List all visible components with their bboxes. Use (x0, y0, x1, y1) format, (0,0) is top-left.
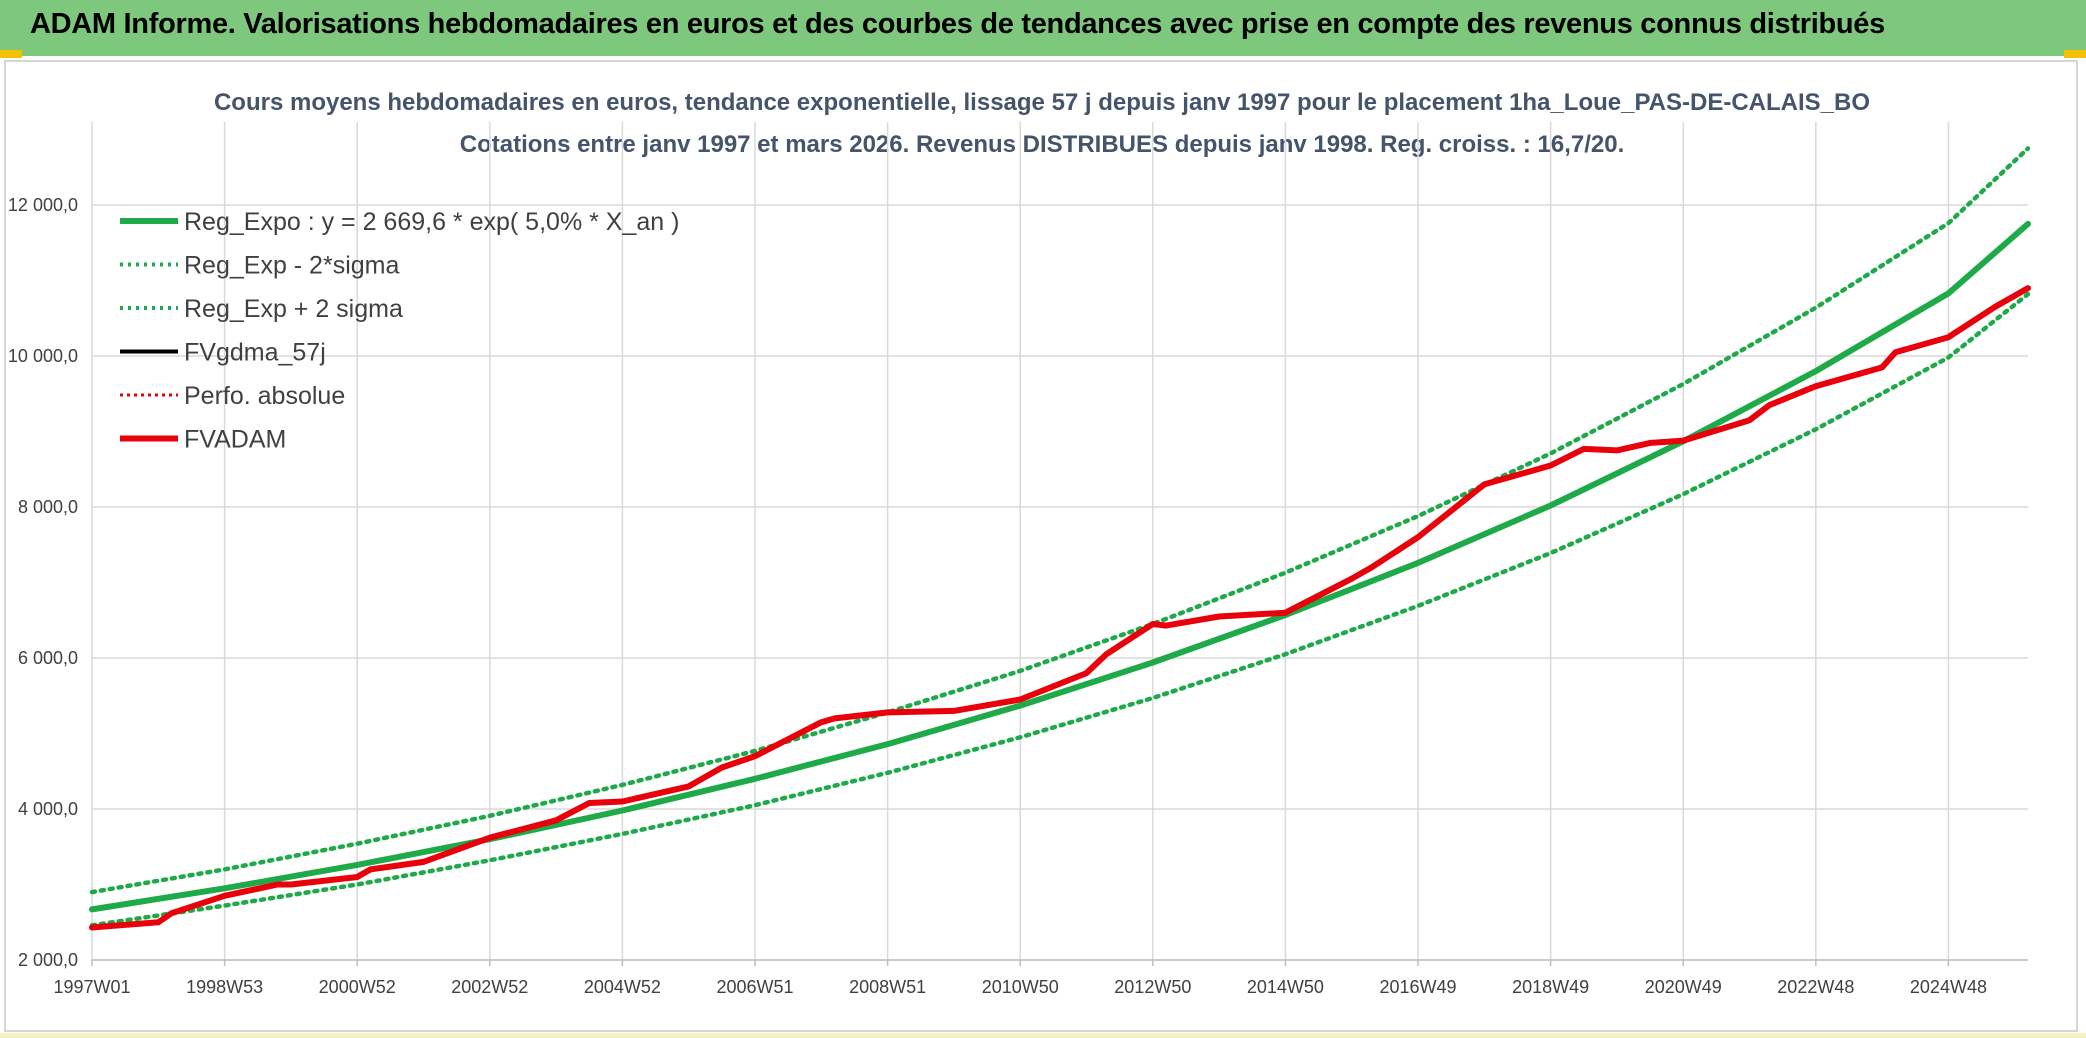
y-tick-label: 4 000,0 (18, 799, 78, 819)
y-tick-label: 6 000,0 (18, 648, 78, 668)
legend-label: Reg_Expo : y = 2 669,6 * exp( 5,0% * X_a… (184, 208, 679, 236)
x-tick-label: 2020W49 (1645, 977, 1722, 997)
series-line-reg-exp-minus-2sigma (89, 291, 2031, 928)
report-banner: ADAM Informe. Valorisations hebdomadaire… (0, 0, 2086, 58)
x-tick-label: 2000W52 (319, 977, 396, 997)
y-tick-label: 12 000,0 (8, 195, 78, 215)
series-line-fvadam (89, 285, 2031, 931)
y-tick-label: 8 000,0 (18, 497, 78, 517)
y-tick-label: 2 000,0 (18, 950, 78, 970)
legend: Reg_Expo : y = 2 669,6 * exp( 5,0% * X_a… (120, 208, 679, 454)
report-title: ADAM Informe. Valorisations hebdomadaire… (30, 8, 1885, 40)
legend-label: Perfo. absolue (184, 382, 345, 410)
bottom-accent-bar (0, 1033, 2086, 1038)
series-line-reg-expo (89, 220, 2031, 913)
x-tick-label: 2010W50 (982, 977, 1059, 997)
x-tick-label: 2004W52 (584, 977, 661, 997)
legend-label: Reg_Exp - 2*sigma (184, 252, 399, 280)
legend-label: FVgdma_57j (184, 339, 326, 367)
gridlines (91, 122, 2028, 961)
x-tick-label: 2014W50 (1247, 977, 1324, 997)
chart-subtitle: Cotations entre janv 1997 et mars 2026. … (460, 131, 1625, 158)
legend-label: Reg_Exp + 2 sigma (184, 295, 403, 323)
x-tick-label: 2024W48 (1910, 977, 1987, 997)
x-tick-label: 2012W50 (1114, 977, 1191, 997)
legend-label: FVADAM (184, 426, 286, 454)
x-tick-label: 2006W51 (716, 977, 793, 997)
series-line-reg-exp-plus-2sigma (89, 146, 2031, 895)
corner-accent-left (0, 50, 22, 58)
x-axis-ticks: 1997W01 1998W53 2000W52 2002W52 2004W52 2006W… (53, 960, 1987, 997)
x-tick-label: 2016W49 (1379, 977, 1456, 997)
x-tick-label: 2002W52 (451, 977, 528, 997)
series-line-fvgdma-57j (90, 286, 2030, 930)
corner-accent-right (2064, 50, 2086, 58)
y-axis-ticks: 2 000,0 4 000,0 6 000,0 8 000,0 10 000,0 12 0… (8, 195, 78, 970)
series-lines (89, 146, 2031, 931)
chart-title: Cours moyens hebdomadaires en euros, ten… (214, 89, 1870, 116)
x-tick-label: 2018W49 (1512, 977, 1589, 997)
x-tick-label: 1998W53 (186, 977, 263, 997)
x-tick-label: 1997W01 (53, 977, 130, 997)
y-tick-label: 10 000,0 (8, 346, 78, 366)
chart-frame (4, 60, 2078, 1032)
x-tick-label: 2008W51 (849, 977, 926, 997)
x-tick-label: 2022W48 (1777, 977, 1854, 997)
